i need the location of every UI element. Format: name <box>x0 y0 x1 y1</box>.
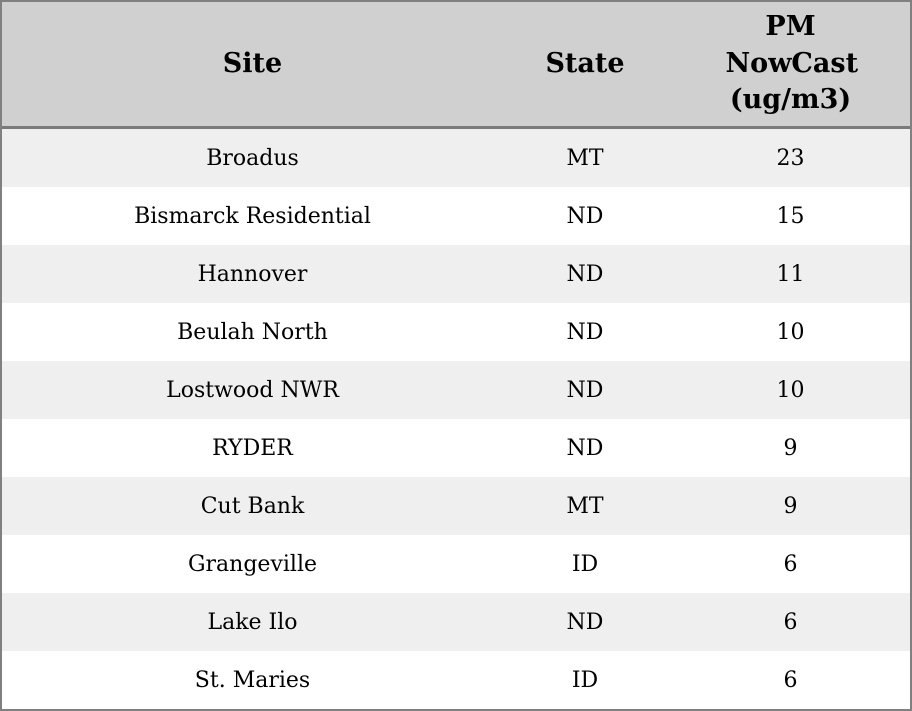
col-header-pm-nowcast-label: PM NowCast (ug/m3) <box>725 11 859 116</box>
col-header-site: Site <box>2 2 503 126</box>
pm-nowcast-cell: 9 <box>783 435 798 461</box>
pm-nowcast-cell: 6 <box>783 551 798 577</box>
pm-nowcast-cell: 23 <box>776 145 805 171</box>
col-header-state-label: State <box>545 47 625 79</box>
site-cell: Grangeville <box>187 551 318 577</box>
state-cell: ND <box>566 377 604 403</box>
pm-nowcast-cell: 9 <box>783 493 798 519</box>
state-cell: ID <box>571 667 599 693</box>
table-row: Lostwood NWR ND 10 <box>2 361 910 419</box>
state-cell: ND <box>566 609 604 635</box>
table-row: Bismarck Residential ND 15 <box>2 187 910 245</box>
pm-nowcast-cell: 11 <box>776 261 805 287</box>
table-row: Beulah North ND 10 <box>2 303 910 361</box>
pm-nowcast-cell: 6 <box>783 609 798 635</box>
site-cell: Bismarck Residential <box>134 203 371 229</box>
pm-nowcast-cell: 10 <box>776 377 805 403</box>
pm-nowcast-cell: 6 <box>783 667 798 693</box>
site-cell: St. Maries <box>194 667 311 693</box>
site-cell: Cut Bank <box>200 493 305 519</box>
col-header-pm-nowcast: PM NowCast (ug/m3) <box>667 2 912 126</box>
site-cell: Lake Ilo <box>207 609 298 635</box>
table-row: RYDER ND 9 <box>2 419 910 477</box>
site-cell: Hannover <box>197 261 308 287</box>
site-cell: Lostwood NWR <box>166 377 339 403</box>
table-row: Hannover ND 11 <box>2 245 910 303</box>
table-row: St. Maries ID 6 <box>2 651 910 709</box>
pm-nowcast-cell: 15 <box>776 203 805 229</box>
table-row: Broadus MT 23 <box>2 129 910 187</box>
state-cell: ND <box>566 319 604 345</box>
table-row: Lake Ilo ND 6 <box>2 593 910 651</box>
state-cell: MT <box>566 493 604 519</box>
table-row: Grangeville ID 6 <box>2 535 910 593</box>
col-header-state: State <box>503 2 667 126</box>
pm-nowcast-cell: 10 <box>776 319 805 345</box>
col-header-site-label: Site <box>222 47 283 79</box>
state-cell: ND <box>566 261 604 287</box>
state-cell: ID <box>571 551 599 577</box>
table-body: Broadus MT 23 Bismarck Residential ND 15… <box>2 129 910 709</box>
site-cell: Beulah North <box>177 319 328 345</box>
state-cell: ND <box>566 435 604 461</box>
table-header-row: Site State PM NowCast (ug/m3) <box>2 2 910 129</box>
site-cell: Broadus <box>206 145 299 171</box>
state-cell: MT <box>566 145 604 171</box>
table-row: Cut Bank MT 9 <box>2 477 910 535</box>
state-cell: ND <box>566 203 604 229</box>
site-cell: RYDER <box>212 435 293 461</box>
